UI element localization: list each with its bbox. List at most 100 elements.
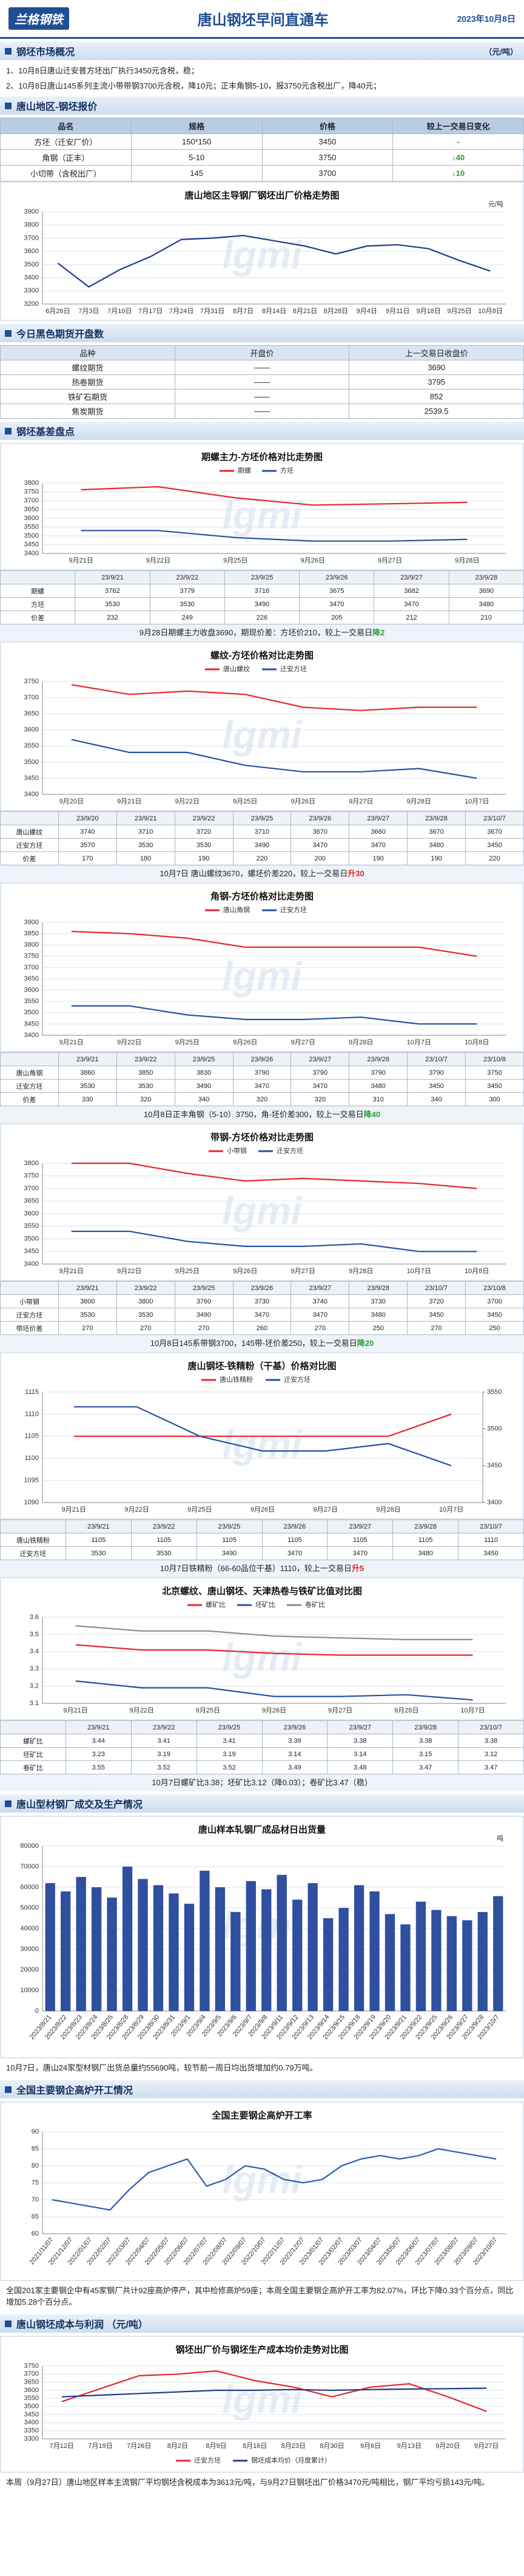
table-cell: 3750 <box>261 149 394 166</box>
y-tick-label: 1090 <box>24 1499 39 1506</box>
table-cell: 3530 <box>65 1546 132 1560</box>
chart-table: 23/9/21 23/9/22 23/9/25 23/9/26 23/9/27 23/9/… <box>0 1720 524 1774</box>
chart: 北京螺纹、唐山钢坯、天津热卷与铁矿比值对比图 lgmi 3.1 3.2 3.3 3.4 3.… <box>0 1577 524 1720</box>
table-cell: 205 <box>299 610 375 624</box>
chart: 唐山钢坯-铁精粉（干基）价格对比图lgmi1090109511001105111… <box>0 1352 524 1520</box>
bar <box>107 1898 117 2011</box>
y-tick-label: 30000 <box>20 1946 39 1953</box>
table-cell: 3682 <box>374 584 449 598</box>
column-header: 23/9/26 <box>291 811 350 825</box>
data-line <box>61 2370 487 2412</box>
table-cell: 3490 <box>174 1308 233 1322</box>
column-header: 23/9/21 <box>58 1281 117 1295</box>
x-tick-label: 10月7日 <box>407 1268 431 1275</box>
y-tick-label: 3700 <box>24 1185 39 1192</box>
y-tick-label: 3700 <box>24 694 39 701</box>
legend-label: 迁安方坯 <box>277 1146 303 1155</box>
table-cell: 1110 <box>458 1533 524 1547</box>
table-cell: 3.23 <box>65 1747 132 1761</box>
chart-title: 唐山样本轧钢厂成品材日出货量 <box>198 1824 326 1835</box>
x-tick-label: 10月7日 <box>439 1506 463 1513</box>
legend-label: 钢坯成本均价（月度累计） <box>251 2456 331 2464</box>
legend-label: 唐山铁精粉 <box>220 1375 253 1384</box>
column-header: 23/9/26 <box>232 1052 292 1066</box>
y-tick-label: 3800 <box>24 479 39 487</box>
table-cell: 3490 <box>232 838 292 852</box>
y-tick-label: 3700 <box>24 2370 39 2378</box>
column-header: 23/9/20 <box>58 811 117 825</box>
legend-label: 期螺 <box>238 467 251 475</box>
data-line <box>71 1231 477 1253</box>
y2-tick-label: 3400 <box>487 1499 502 1506</box>
data-line <box>75 1625 473 1640</box>
table-cell: 3710 <box>116 825 175 839</box>
y-tick-label: 3900 <box>24 208 39 215</box>
table-cell: 310 <box>349 1092 408 1106</box>
x-tick-label: 9月21日 <box>62 1506 86 1513</box>
table-cell: 1105 <box>327 1533 394 1547</box>
column-header: 较上一交易日变化 <box>392 118 524 134</box>
table-cell: 3.14 <box>327 1747 394 1761</box>
y-tick-label: 3.5 <box>30 1631 39 1638</box>
table-row: 带坯价差 270 270 270 260 270 250 270 250 <box>0 1321 524 1335</box>
x-tick-label: 9月28日 <box>394 1707 418 1714</box>
section-title: 钢坯基差盘点 <box>16 427 75 438</box>
column-header: 23/9/22 <box>116 1052 175 1066</box>
column-header: 23/9/25 <box>224 570 300 584</box>
x-tick-label: 9月26日 <box>262 1707 286 1714</box>
y-tick-label: 3750 <box>24 1172 39 1180</box>
column-header: 23/9/27 <box>349 811 408 825</box>
bar <box>153 1885 164 2011</box>
x-tick-label: 9月13日 <box>397 2442 422 2450</box>
x-tick-label: 6月26日 <box>45 308 70 315</box>
y-tick-label: 3750 <box>24 678 39 685</box>
row-header: 坯矿比 <box>0 1747 66 1761</box>
table-cell: 212 <box>374 610 449 624</box>
section-title: 钢坯市场概况 <box>16 47 75 58</box>
chart-title: 北京螺纹、唐山钢坯、天津热卷与铁矿比值对比图 <box>162 1586 362 1597</box>
x-tick-label: 9月26日 <box>250 1506 275 1513</box>
data-line <box>57 234 491 288</box>
table-cell: - <box>392 134 524 150</box>
column-header: 23/9/26 <box>261 1720 328 1734</box>
table-cell: 3530 <box>130 1546 197 1560</box>
y-tick-label: 70 <box>32 2196 39 2203</box>
row-header: 带坯价差 <box>0 1321 59 1335</box>
table-cell: 1105 <box>392 1533 459 1547</box>
y-tick-label: 3350 <box>24 2427 39 2435</box>
table-cell: 3690 <box>448 584 524 598</box>
y-tick-label: 3600 <box>24 2387 39 2394</box>
y-tick-label: 3800 <box>24 221 39 229</box>
table-cell: 角钢（正丰） <box>0 149 132 166</box>
chart-title: 期螺主力-方坯价格对比走势图 <box>201 451 323 462</box>
y-tick-label: 1105 <box>24 1433 39 1440</box>
watermark: lgmi <box>222 954 303 998</box>
chart: 唐山样本轧钢厂成品材日出货量lgmi吨010000200003000040000… <box>0 1816 524 2058</box>
logo: 兰格钢铁 <box>8 7 69 30</box>
table-cell: 3530 <box>116 1308 175 1322</box>
y-tick-label: 3400 <box>24 550 39 557</box>
row-header: 唐山角钢 <box>0 1066 59 1080</box>
row-header: 方坯 <box>0 597 76 611</box>
table-cell: 320 <box>116 1092 175 1106</box>
table-cell: 3.52 <box>196 1760 263 1774</box>
corner-cell <box>0 811 59 825</box>
table-row: 唐山螺纹 3740 3710 3720 3710 3670 3660 3670 3670 <box>0 825 524 839</box>
table-cell: 3450 <box>465 1308 524 1322</box>
column-header: 开盘价 <box>174 345 350 360</box>
y-tick-label: 3650 <box>24 1197 39 1205</box>
table-cell: 210 <box>448 610 524 624</box>
bar <box>338 1908 349 2011</box>
corner-cell <box>0 1052 59 1066</box>
y-tick-label: 10000 <box>20 1987 39 1994</box>
section-title: 唐山地区-钢坯报价 <box>16 102 98 112</box>
y-tick-label: 3.6 <box>30 1614 39 1621</box>
bar <box>91 1887 102 2011</box>
y-tick-label: 3600 <box>24 1210 39 1217</box>
table-cell: 3470 <box>374 597 449 611</box>
caption-segment: 升5 <box>351 1564 364 1573</box>
row-header: 螺矿比 <box>0 1734 66 1748</box>
table-cell: 3.38 <box>327 1734 394 1748</box>
table-row: 迁安方坯 3530 3530 3490 3470 3470 3480 3450 <box>0 1546 524 1560</box>
bar <box>307 1883 318 2011</box>
